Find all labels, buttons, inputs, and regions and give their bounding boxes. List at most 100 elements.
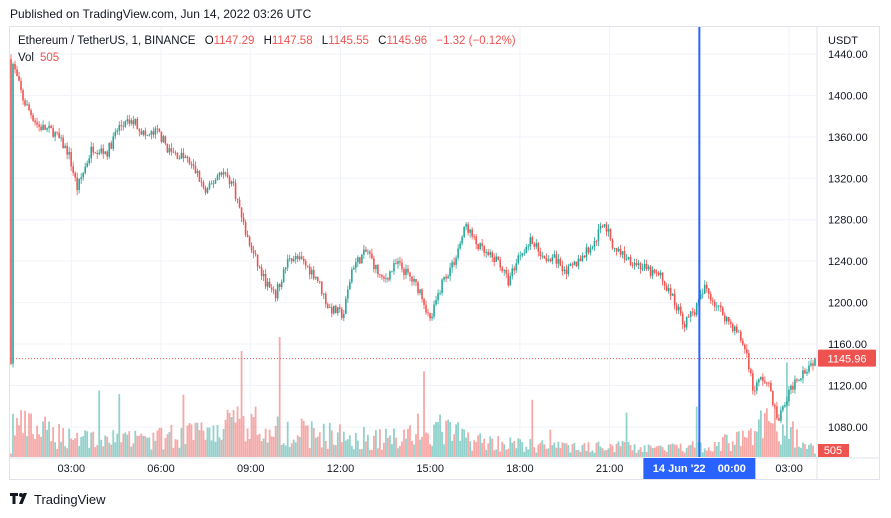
- volume-bar: [659, 445, 662, 457]
- volume-bar: [639, 447, 642, 457]
- candle-body: [260, 267, 263, 277]
- chart-frame[interactable]: [9, 26, 880, 480]
- volume-bar: [776, 431, 778, 457]
- volume-bar: [316, 436, 319, 457]
- candle-body: [597, 229, 600, 242]
- volume-bar: [527, 449, 530, 457]
- close-label: C: [378, 35, 387, 47]
- volume-bar: [741, 430, 744, 457]
- candle-body: [675, 305, 678, 311]
- volume-bar: [330, 430, 333, 457]
- volume-bar: [790, 427, 792, 457]
- volume-bar: [589, 452, 592, 457]
- volume-bar: [198, 430, 201, 457]
- candle-body: [162, 136, 165, 143]
- candle-body: [421, 289, 423, 299]
- candle-body: [401, 262, 403, 270]
- candle-body: [108, 142, 111, 157]
- volume-bar: [407, 428, 409, 457]
- y-tick-label: 1320.00: [828, 173, 868, 185]
- candle-body: [324, 293, 327, 305]
- candle-body: [186, 156, 189, 159]
- candle-body: [471, 229, 473, 237]
- volume-bar: [172, 447, 175, 457]
- volume-bar: [224, 419, 227, 457]
- volume-bar: [812, 445, 814, 457]
- candle-body: [681, 313, 684, 325]
- candle-body: [216, 175, 219, 181]
- volume-bar: [78, 445, 81, 457]
- volume-bar: [439, 414, 441, 457]
- volume-bar: [737, 431, 740, 457]
- volume-bar: [324, 440, 327, 457]
- candle-body: [310, 269, 313, 275]
- volume-bar: [190, 424, 193, 457]
- volume-bar: [286, 421, 289, 457]
- candle-body: [252, 250, 255, 254]
- volume-bar: [381, 449, 383, 457]
- volume-bar: [743, 436, 746, 457]
- volume-bar: [24, 410, 26, 457]
- volume-bar: [250, 414, 253, 457]
- candle-body: [180, 152, 183, 159]
- candle-body: [673, 293, 676, 306]
- candle-body: [152, 131, 155, 135]
- volume-bar: [501, 441, 504, 457]
- candle-body: [669, 288, 672, 296]
- candle-body: [481, 243, 483, 247]
- candle-body: [84, 166, 86, 173]
- volume-bar: [786, 362, 788, 457]
- candle-body: [387, 278, 389, 280]
- volume-bar: [749, 428, 752, 457]
- volume-bar: [46, 429, 48, 457]
- volume-bar: [707, 447, 710, 457]
- candle-body: [330, 307, 333, 314]
- candle-body: [792, 385, 794, 390]
- candle-body: [577, 258, 580, 267]
- volume-bar: [208, 427, 211, 457]
- candle-body: [483, 246, 485, 253]
- candle-body: [711, 300, 714, 302]
- volume-bar: [663, 450, 666, 457]
- candle-body: [794, 379, 796, 390]
- candle-body: [158, 128, 161, 132]
- volume-bar: [358, 449, 361, 457]
- price-badge: [818, 349, 876, 367]
- candle-body: [812, 363, 814, 366]
- volume-bar: [581, 445, 584, 457]
- candle-body: [617, 248, 620, 252]
- candle-body: [40, 126, 42, 130]
- volume-bar: [679, 443, 682, 457]
- volume-bar: [314, 437, 317, 457]
- volume-bar: [808, 444, 810, 457]
- volume-bar: [158, 428, 161, 457]
- volume-bar: [389, 435, 391, 457]
- candle-body: [671, 293, 674, 296]
- candle-body: [605, 224, 608, 232]
- candle-body: [545, 257, 548, 261]
- volume-bar: [419, 439, 421, 457]
- volume-bar: [126, 434, 129, 457]
- candles: [10, 54, 816, 424]
- y-tick-label: 1240.00: [828, 256, 868, 268]
- candle-body: [42, 125, 44, 130]
- volume-bar: [188, 423, 191, 457]
- candle-body: [322, 293, 325, 295]
- candle-body: [613, 247, 616, 249]
- volume-bar: [124, 432, 127, 457]
- crosshair-time-badge: [643, 458, 756, 479]
- volume-bar: [647, 444, 650, 457]
- volume-bar: [377, 448, 379, 457]
- candle-body: [567, 266, 570, 275]
- footer-brand[interactable]: TradingView: [10, 492, 106, 507]
- volume-bar: [699, 442, 702, 457]
- candle-body: [796, 379, 798, 381]
- candle-body: [615, 247, 618, 252]
- volume-bar: [92, 431, 95, 457]
- volume-bar: [270, 436, 273, 457]
- candle-body: [250, 245, 253, 251]
- candle-body: [244, 221, 247, 235]
- candle-body: [124, 121, 127, 127]
- volume-bar: [368, 449, 371, 457]
